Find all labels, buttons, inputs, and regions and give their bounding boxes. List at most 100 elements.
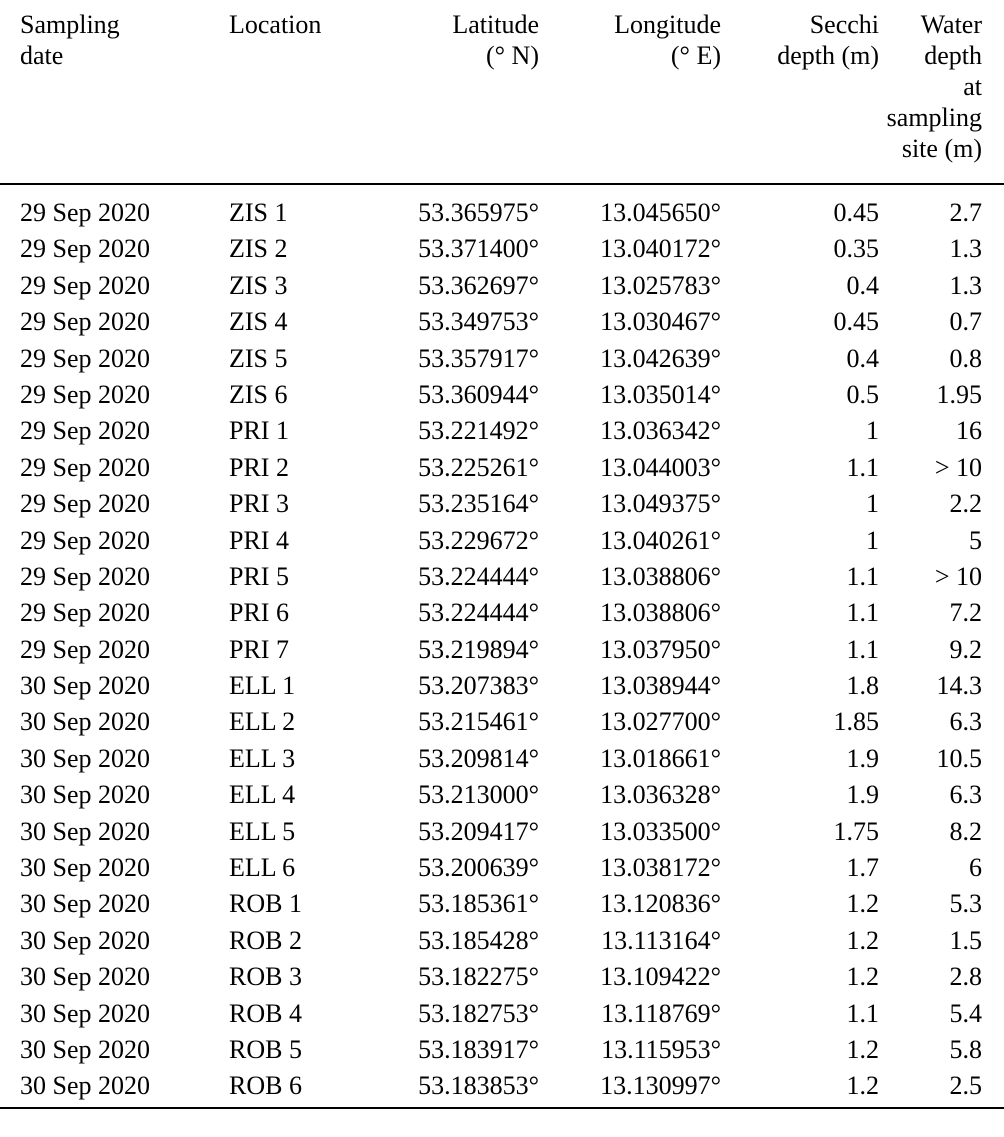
sampling-sites-table-container: Sampling date Location Latitude (° N) Longitu… bbox=[0, 0, 1004, 1110]
cell-latitude: 53.349753° bbox=[418, 307, 539, 337]
header-line: at bbox=[963, 72, 982, 101]
cell-sampling-date: 29 Sep 2020 bbox=[20, 416, 150, 446]
cell-location: ROB 3 bbox=[229, 962, 302, 992]
cell-longitude: 13.033500° bbox=[600, 816, 721, 846]
header-line: Latitude bbox=[452, 10, 539, 39]
cell-longitude: 13.042639° bbox=[600, 343, 721, 373]
cell-location: ROB 5 bbox=[229, 1034, 302, 1064]
cell-location: ELL 4 bbox=[229, 780, 296, 810]
cell-location: ELL 3 bbox=[229, 743, 296, 773]
cell-longitude: 13.036342° bbox=[600, 416, 721, 446]
cell-location: ZIS 5 bbox=[229, 343, 288, 373]
table-row: 29 Sep 2020 PRI 5 53.224444° 13.038806° 1.1 >… bbox=[0, 561, 1004, 597]
cell-sampling-date: 29 Sep 2020 bbox=[20, 234, 150, 264]
table-row: 29 Sep 2020 ZIS 6 53.360944° 13.035014° 0.5 1… bbox=[0, 379, 1004, 415]
cell-water-depth: > 10 bbox=[934, 561, 982, 591]
cell-latitude: 53.183853° bbox=[418, 1071, 539, 1101]
cell-location: ZIS 6 bbox=[229, 379, 288, 409]
cell-water-depth: 5.4 bbox=[949, 998, 983, 1028]
cell-longitude: 13.035014° bbox=[600, 379, 721, 409]
cell-longitude: 13.113164° bbox=[601, 925, 721, 955]
cell-location: ROB 1 bbox=[229, 889, 302, 919]
cell-latitude: 53.183917° bbox=[418, 1034, 539, 1064]
table-row: 30 Sep 2020 ELL 6 53.200639° 13.038172° 1.7 6 bbox=[0, 852, 1004, 888]
cell-latitude: 53.213000° bbox=[418, 780, 539, 810]
cell-water-depth: 6.3 bbox=[949, 780, 983, 810]
cell-sampling-date: 30 Sep 2020 bbox=[20, 780, 150, 810]
cell-latitude: 53.224444° bbox=[418, 598, 539, 628]
cell-location: ZIS 1 bbox=[229, 198, 288, 227]
cell-secchi-depth: 0.4 bbox=[846, 343, 880, 373]
table-row: 30 Sep 2020 ELL 4 53.213000° 13.036328° 1.9 6… bbox=[0, 779, 1004, 815]
cell-longitude: 13.118769° bbox=[601, 998, 721, 1028]
cell-location: ZIS 3 bbox=[229, 270, 288, 300]
table-row: 29 Sep 2020 ZIS 4 53.349753° 13.030467° 0.45… bbox=[0, 306, 1004, 342]
cell-longitude: 13.027700° bbox=[600, 707, 721, 737]
table-row: 30 Sep 2020 ROB 6 53.183853° 13.130997° 1.2 2… bbox=[0, 1070, 1004, 1108]
header-location: Location bbox=[207, 0, 362, 184]
cell-sampling-date: 30 Sep 2020 bbox=[20, 998, 150, 1028]
table-row: 29 Sep 2020 PRI 1 53.221492° 13.036342° 1 16 bbox=[0, 415, 1004, 451]
cell-longitude: 13.018661° bbox=[600, 743, 721, 773]
cell-secchi-depth: 1.9 bbox=[846, 743, 880, 773]
cell-secchi-depth: 1.85 bbox=[833, 707, 880, 737]
cell-location: ELL 6 bbox=[229, 853, 296, 883]
table-row: 30 Sep 2020 ROB 3 53.182275° 13.109422° 1.2 2… bbox=[0, 961, 1004, 997]
cell-latitude: 53.209814° bbox=[418, 743, 539, 773]
cell-water-depth: 10.5 bbox=[936, 743, 983, 773]
cell-sampling-date: 29 Sep 2020 bbox=[20, 598, 150, 628]
cell-secchi-depth: 1.1 bbox=[846, 634, 880, 664]
table-row: 29 Sep 2020 PRI 6 53.224444° 13.038806° 1.1 7… bbox=[0, 597, 1004, 633]
cell-latitude: 53.182753° bbox=[418, 998, 539, 1028]
header-line: depth (m) bbox=[777, 41, 879, 70]
cell-location: ELL 5 bbox=[229, 816, 296, 846]
cell-sampling-date: 30 Sep 2020 bbox=[20, 889, 150, 919]
table-body: 29 Sep 2020 ZIS 1 53.365975° 13.045650° 0.45… bbox=[0, 184, 1004, 1108]
cell-water-depth: 0.7 bbox=[949, 307, 983, 337]
cell-latitude: 53.200639° bbox=[418, 853, 539, 883]
cell-longitude: 13.025783° bbox=[600, 270, 721, 300]
cell-location: PRI 6 bbox=[229, 598, 289, 628]
table-row: 29 Sep 2020 PRI 2 53.225261° 13.044003° 1.1 >… bbox=[0, 452, 1004, 488]
table-row: 30 Sep 2020 ROB 4 53.182753° 13.118769° 1.1 5… bbox=[0, 998, 1004, 1034]
cell-latitude: 53.207383° bbox=[418, 671, 539, 701]
cell-sampling-date: 30 Sep 2020 bbox=[20, 671, 150, 701]
header-line: sampling bbox=[886, 103, 982, 132]
cell-latitude: 53.225261° bbox=[418, 452, 539, 482]
cell-secchi-depth: 1.2 bbox=[846, 889, 880, 919]
cell-water-depth: 2.7 bbox=[949, 198, 983, 227]
table-row: 29 Sep 2020 PRI 7 53.219894° 13.037950° 1.1 9… bbox=[0, 634, 1004, 670]
cell-longitude: 13.037950° bbox=[600, 634, 721, 664]
header-line: Secchi bbox=[809, 10, 879, 39]
cell-sampling-date: 30 Sep 2020 bbox=[20, 743, 150, 773]
cell-latitude: 53.371400° bbox=[418, 234, 539, 264]
cell-sampling-date: 30 Sep 2020 bbox=[20, 962, 150, 992]
cell-secchi-depth: 1.2 bbox=[846, 1071, 880, 1101]
cell-location: ROB 2 bbox=[229, 925, 302, 955]
cell-secchi-depth: 1.1 bbox=[846, 998, 880, 1028]
cell-latitude: 53.357917° bbox=[418, 343, 539, 373]
cell-secchi-depth: 1.2 bbox=[846, 962, 880, 992]
cell-sampling-date: 29 Sep 2020 bbox=[20, 198, 150, 227]
cell-longitude: 13.130997° bbox=[600, 1071, 721, 1101]
cell-sampling-date: 29 Sep 2020 bbox=[20, 343, 150, 373]
cell-longitude: 13.045650° bbox=[600, 198, 721, 227]
cell-secchi-depth: 1.75 bbox=[833, 816, 880, 846]
table-row: 30 Sep 2020 ELL 5 53.209417° 13.033500° 1.75… bbox=[0, 816, 1004, 852]
cell-longitude: 13.036328° bbox=[600, 780, 721, 810]
cell-secchi-depth: 0.45 bbox=[833, 307, 880, 337]
header-line: Longitude bbox=[614, 10, 721, 39]
cell-latitude: 53.362697° bbox=[418, 270, 539, 300]
cell-location: ELL 1 bbox=[229, 671, 296, 701]
header-secchi-depth: Secchi depth (m) bbox=[722, 0, 880, 184]
cell-latitude: 53.235164° bbox=[418, 489, 539, 519]
cell-latitude: 53.182275° bbox=[418, 962, 539, 992]
cell-longitude: 13.038944° bbox=[600, 671, 721, 701]
cell-latitude: 53.215461° bbox=[418, 707, 539, 737]
cell-latitude: 53.219894° bbox=[418, 634, 539, 664]
cell-latitude: 53.360944° bbox=[418, 379, 539, 409]
cell-latitude: 53.365975° bbox=[418, 198, 539, 227]
header-line: Sampling bbox=[20, 10, 120, 39]
table-row: 30 Sep 2020 ELL 3 53.209814° 13.018661° 1.9 1… bbox=[0, 743, 1004, 779]
cell-water-depth: 2.2 bbox=[949, 489, 983, 519]
